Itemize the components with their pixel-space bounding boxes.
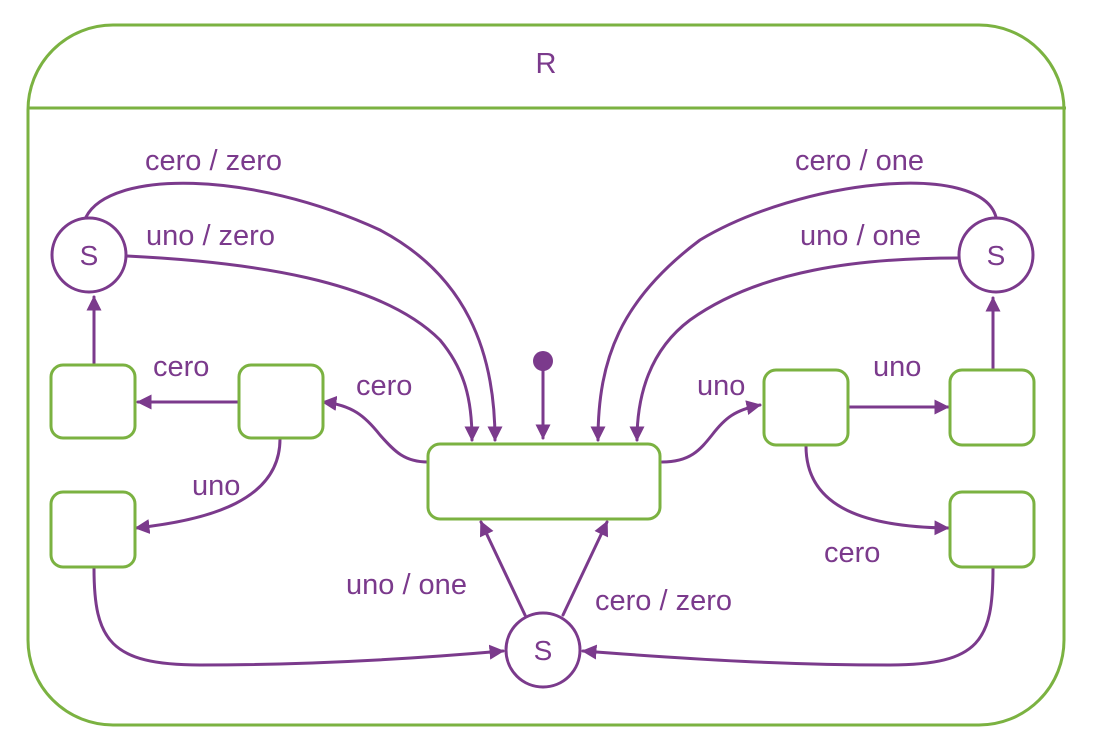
transition-top-right-cero-one bbox=[590, 181, 998, 442]
transition-top-left-uno-zero bbox=[124, 254, 480, 442]
label-bottom-uno-one: uno / one bbox=[346, 569, 467, 601]
transition-bottom-uno-one bbox=[479, 520, 527, 617]
state-right-inner[interactable] bbox=[762, 368, 850, 447]
transition-right-bottom-to-sync bbox=[581, 566, 995, 667]
transition-left-inner-to-left-bottom bbox=[134, 437, 282, 535]
state-center[interactable] bbox=[426, 442, 662, 521]
label-right-cero: cero bbox=[824, 537, 880, 569]
label-right-uno-center: uno bbox=[697, 370, 745, 402]
sync-state-bottom[interactable] bbox=[504, 611, 582, 689]
region-title: R bbox=[536, 48, 557, 80]
state-right-bottom[interactable] bbox=[948, 490, 1036, 569]
state-left-top[interactable] bbox=[49, 363, 137, 440]
transition-right-inner-to-right-bottom bbox=[804, 444, 950, 536]
initial-pseudostate bbox=[533, 351, 553, 371]
state-left-bottom[interactable] bbox=[49, 490, 137, 569]
label-bottom-cero-zero: cero / zero bbox=[595, 585, 732, 617]
state-left-inner[interactable] bbox=[237, 363, 325, 440]
transition-center-to-left-inner bbox=[321, 395, 430, 464]
label-top-left-uno-zero: uno / zero bbox=[146, 220, 275, 252]
label-left-cero-inner: cero bbox=[153, 351, 209, 383]
label-top-right-uno-one: uno / one bbox=[800, 220, 921, 252]
label-left-uno: uno bbox=[192, 470, 240, 502]
transition-top-right-uno-one bbox=[629, 256, 960, 442]
label-top-right-cero-one: cero / one bbox=[795, 145, 924, 177]
sync-state-top-left[interactable] bbox=[50, 216, 128, 294]
transition-bottom-cero-zero bbox=[561, 520, 609, 617]
transition-top-left-cero-zero bbox=[84, 181, 503, 442]
region-r bbox=[26, 23, 1066, 727]
label-left-cero-center: cero bbox=[356, 370, 412, 402]
label-top-left-cero-zero: cero / zero bbox=[145, 145, 282, 177]
sync-label-top-left: S bbox=[80, 240, 99, 271]
state-right-top[interactable] bbox=[948, 368, 1036, 447]
transition-left-bottom-to-sync bbox=[92, 566, 505, 667]
sync-label-bottom: S bbox=[534, 635, 553, 666]
sync-state-top-right[interactable] bbox=[957, 216, 1035, 294]
transition-center-to-right-inner bbox=[660, 400, 762, 464]
label-right-uno-inner: uno bbox=[873, 351, 921, 383]
sync-label-top-right: S bbox=[987, 240, 1006, 271]
